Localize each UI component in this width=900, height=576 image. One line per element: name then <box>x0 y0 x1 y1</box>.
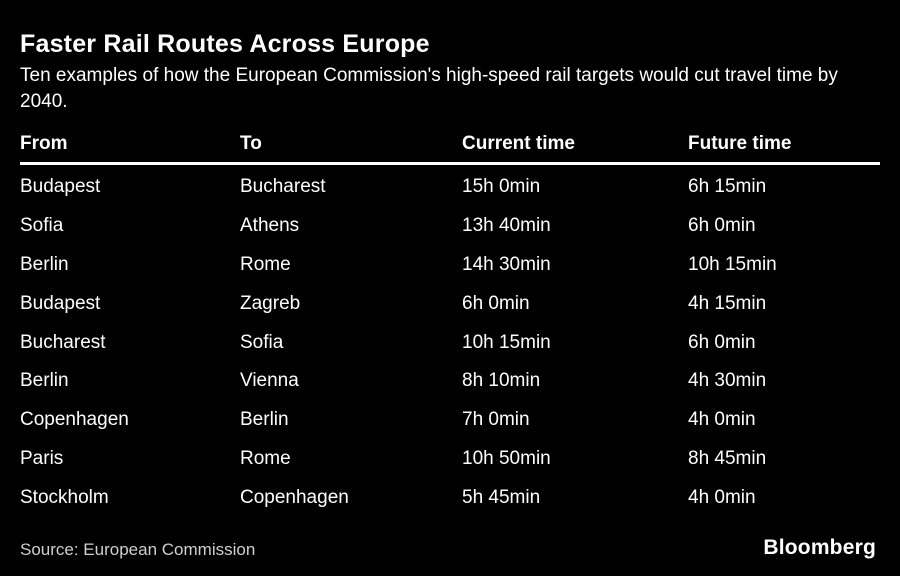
table-cell-future-time: 6h 0min <box>688 215 756 237</box>
table-cell-from: Berlin <box>20 253 69 275</box>
table-cell-to: Rome <box>240 447 291 469</box>
table-cell-current-time: 7h 0min <box>462 409 530 431</box>
table-cell-future-time: 4h 0min <box>688 409 756 431</box>
table-cell-future-time: 6h 15min <box>688 176 767 198</box>
table-cell-to: Vienna <box>240 370 299 392</box>
table-cell-current-time: 15h 0min <box>462 176 541 198</box>
table-cell-from: Budapest <box>20 292 101 314</box>
table-row: Paris Rome 10h 50min 8h 45min <box>20 440 880 479</box>
table-cell-from: Paris <box>20 447 64 469</box>
table-row: Copenhagen Berlin 7h 0min 4h 0min <box>20 401 880 440</box>
table-cell-future-time: 6h 0min <box>688 331 756 353</box>
table-cell-to: Rome <box>240 253 291 275</box>
table-cell-from: Stockholm <box>20 486 109 508</box>
column-header-future-time: Future time <box>688 133 792 154</box>
table-cell-current-time: 10h 50min <box>462 447 551 469</box>
table-cell-current-time: 5h 45min <box>462 486 541 508</box>
chart-title: Faster Rail Routes Across Europe <box>20 30 430 58</box>
table-cell-current-time: 13h 40min <box>462 215 551 237</box>
table-row: Budapest Zagreb 6h 0min 4h 15min <box>20 284 880 323</box>
column-header-from: From <box>20 133 68 154</box>
table-cell-current-time: 8h 10min <box>462 370 541 392</box>
table-cell-to: Athens <box>240 215 300 237</box>
column-header-current-time: Current time <box>462 133 575 154</box>
header-divider <box>20 162 880 165</box>
rail-routes-table: From To Current time Future time Budapes… <box>20 128 880 517</box>
table-row: Sofia Athens 13h 40min 6h 0min <box>20 207 880 246</box>
table-cell-from: Copenhagen <box>20 409 129 431</box>
table-cell-future-time: 4h 15min <box>688 292 767 314</box>
bloomberg-logo: Bloomberg <box>763 536 876 559</box>
table-row: Berlin Rome 14h 30min 10h 15min <box>20 246 880 285</box>
table-cell-future-time: 10h 15min <box>688 253 777 275</box>
source-note: Source: European Commission <box>20 540 256 559</box>
table-cell-current-time: 14h 30min <box>462 253 551 275</box>
table-cell-from: Bucharest <box>20 331 106 353</box>
table-cell-from: Sofia <box>20 215 64 237</box>
table-cell-to: Sofia <box>240 331 284 353</box>
table-cell-future-time: 8h 45min <box>688 447 767 469</box>
table-cell-to: Copenhagen <box>240 486 349 508</box>
table-row: Berlin Vienna 8h 10min 4h 30min <box>20 362 880 401</box>
table-cell-to: Zagreb <box>240 292 301 314</box>
table-cell-current-time: 10h 15min <box>462 331 551 353</box>
chart-subtitle: Ten examples of how the European Commiss… <box>20 65 838 112</box>
table-cell-future-time: 4h 30min <box>688 370 767 392</box>
column-header-to: To <box>240 133 262 154</box>
table-cell-from: Budapest <box>20 176 101 198</box>
table-cell-to: Bucharest <box>240 176 326 198</box>
table-body: Budapest Bucharest 15h 0min 6h 15min Sofia At… <box>20 168 880 517</box>
table-row: Budapest Bucharest 15h 0min 6h 15min <box>20 168 880 207</box>
table-cell-to: Berlin <box>240 409 289 431</box>
table-row: Stockholm Copenhagen 5h 45min 4h 0min <box>20 478 880 517</box>
table-row: Bucharest Sofia 10h 15min 6h 0min <box>20 323 880 362</box>
table-cell-current-time: 6h 0min <box>462 292 530 314</box>
table-cell-future-time: 4h 0min <box>688 486 756 508</box>
chart-footer: Source: European Commission Bloomberg <box>20 536 876 560</box>
table-cell-from: Berlin <box>20 370 69 392</box>
table-header-row: From To Current time Future time <box>20 128 880 160</box>
